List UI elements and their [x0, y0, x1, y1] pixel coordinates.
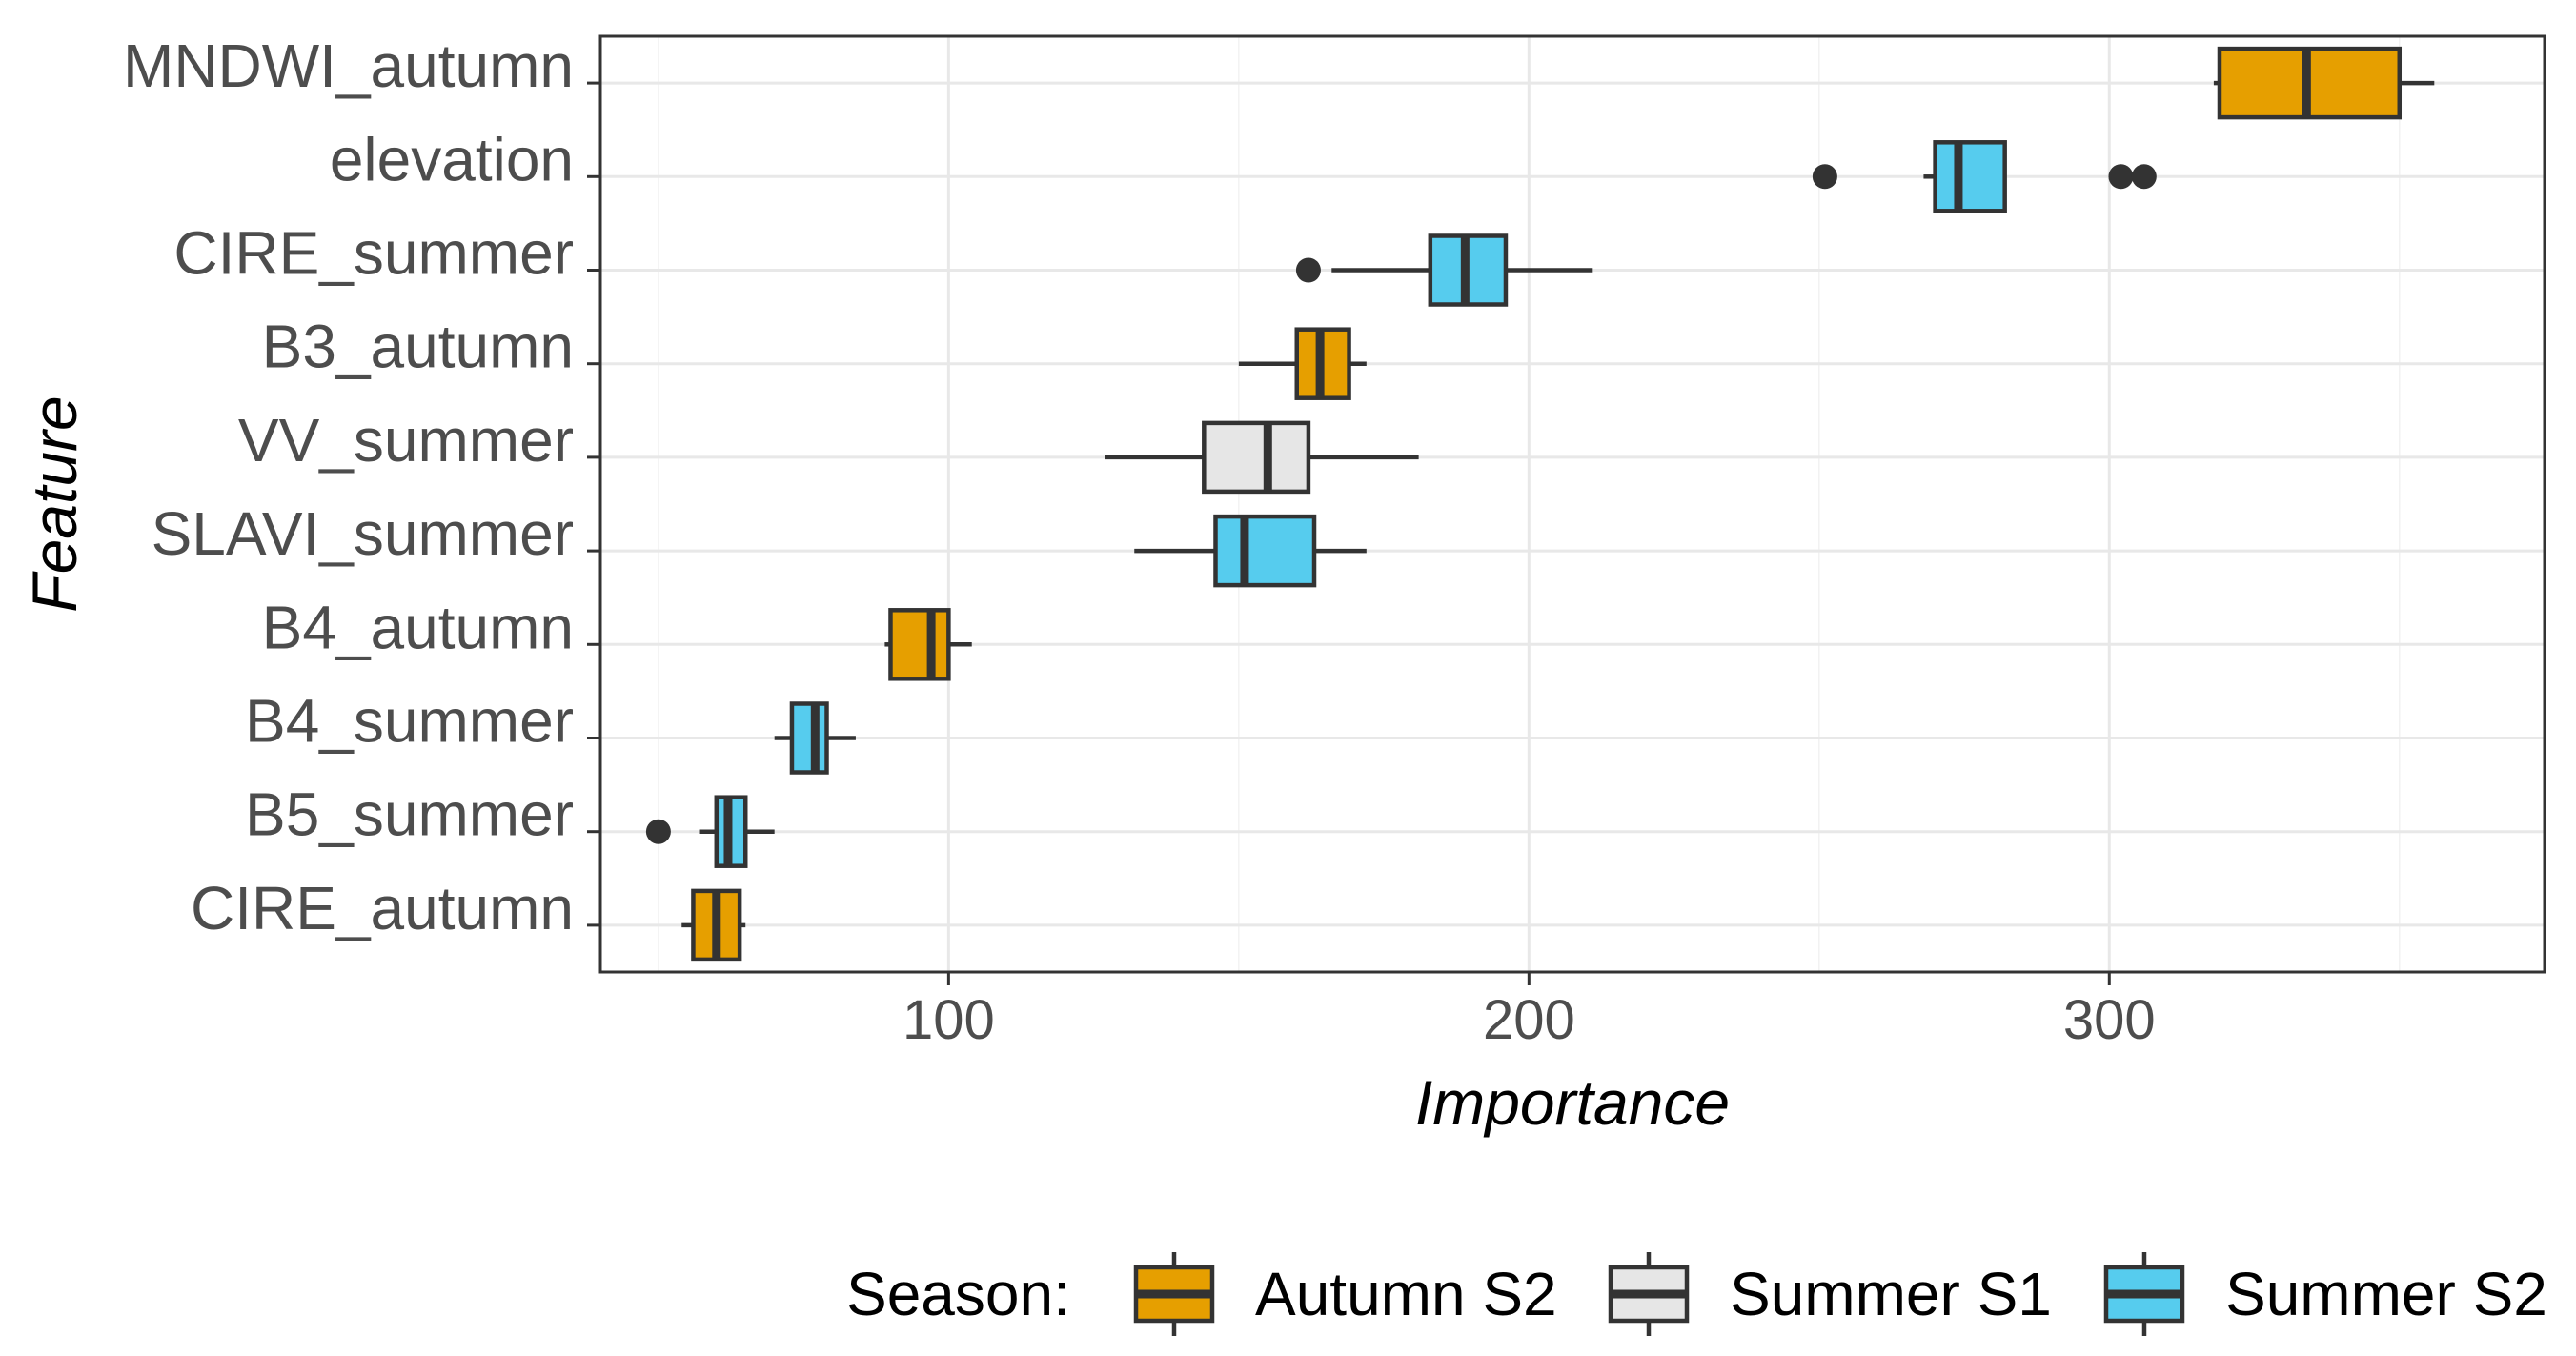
- x-tick-label: 200: [1483, 989, 1575, 1051]
- y-tick-label: CIRE_summer: [173, 219, 574, 288]
- legend-label: Summer S2: [2225, 1260, 2547, 1328]
- plot-panel-border: [598, 34, 2546, 974]
- outlier-point: [2131, 164, 2157, 190]
- outlier-point: [1812, 164, 1837, 190]
- boxplot-elevation: [1812, 140, 2157, 213]
- y-tick-label: elevation: [330, 125, 574, 193]
- legend-label: Summer S1: [1730, 1260, 2052, 1328]
- x-tick-label: 100: [903, 989, 995, 1051]
- iqr-box: [888, 608, 951, 681]
- outlier-point: [645, 819, 671, 844]
- legend-item-autumn-s2: Autumn S2: [1133, 1252, 1557, 1336]
- boxplot-cire-summer: [1295, 233, 1593, 307]
- x-tick-label: 300: [2063, 989, 2156, 1051]
- outlier-point: [2108, 164, 2134, 190]
- boxplot-b3-autumn: [1238, 327, 1367, 400]
- legend: Season: Autumn S2 Summer S1 Summer S2: [846, 1252, 2547, 1336]
- y-tick-label: VV_summer: [238, 406, 574, 475]
- legend-item-summer-s1: Summer S1: [1608, 1252, 2052, 1336]
- y-tick-label: B4_summer: [245, 687, 574, 756]
- y-tick-label: B3_autumn: [262, 313, 574, 381]
- axes: MNDWI_autumn elevation CIRE_summer B3_autum…: [123, 31, 2156, 1051]
- x-axis-title: Importance: [1415, 1067, 1730, 1138]
- boxplot-mndwi-autumn: [2213, 46, 2435, 120]
- boxplot-b4-autumn: [884, 608, 972, 681]
- boxplot-cire-autumn: [681, 888, 746, 962]
- outlier-point: [1295, 257, 1321, 283]
- boxplot-slavi-summer: [1134, 514, 1367, 588]
- y-tick-label: SLAVI_summer: [152, 499, 574, 568]
- y-axis-title: Feature: [19, 395, 90, 612]
- y-tick-label: CIRE_autumn: [191, 874, 574, 942]
- boxplot-b4-summer: [774, 701, 856, 775]
- y-tick-label: B5_summer: [245, 780, 574, 849]
- iqr-box: [789, 701, 829, 775]
- boxplot-series: [645, 46, 2435, 962]
- legend-label: Autumn S2: [1255, 1260, 1557, 1328]
- iqr-box: [1213, 514, 1317, 588]
- boxplot-b5-summer: [645, 795, 775, 868]
- boxplot-vv-summer: [1105, 420, 1419, 495]
- legend-item-summer-s2: Summer S2: [2103, 1252, 2547, 1336]
- legend-title: Season:: [846, 1260, 1070, 1328]
- grid: [600, 36, 2545, 972]
- y-tick-label: B4_autumn: [262, 593, 574, 661]
- y-tick-label: MNDWI_autumn: [123, 31, 574, 100]
- iqr-box: [1933, 140, 2007, 213]
- iqr-box: [1202, 420, 1311, 495]
